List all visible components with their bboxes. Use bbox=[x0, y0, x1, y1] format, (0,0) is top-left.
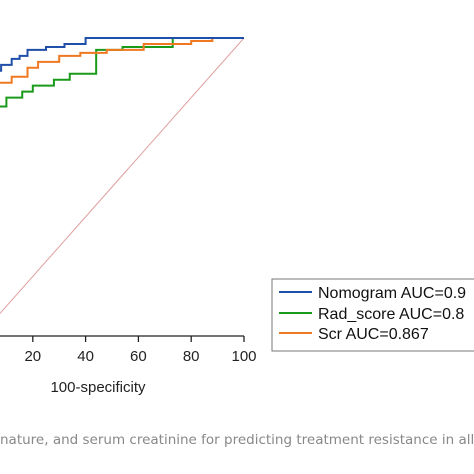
x-axis-title: 100-specificity bbox=[50, 379, 146, 396]
legend-box bbox=[271, 278, 474, 352]
figure-caption: nature, and serum creatinine for predict… bbox=[0, 432, 474, 448]
x-tick-label-40: 40 bbox=[77, 348, 94, 365]
legend-label-scr: Scr AUC=0.867 bbox=[318, 326, 429, 343]
reference-diagonal bbox=[0, 37, 245, 315]
x-tick-label-100: 100 bbox=[231, 348, 256, 365]
x-axis-ticks: 20 40 60 80 100 bbox=[24, 336, 257, 365]
legend: Nomogram AUC=0.9 Rad_score AUC=0.8 Scr A… bbox=[271, 278, 474, 352]
roc-curve-rad-score bbox=[0, 37, 244, 108]
x-tick-label-60: 60 bbox=[130, 348, 147, 365]
roc-curve-nomogram bbox=[0, 37, 244, 72]
x-tick-label-20: 20 bbox=[24, 348, 41, 365]
legend-label-rad-score: Rad_score AUC=0.8 bbox=[318, 306, 464, 323]
x-tick-label-80: 80 bbox=[183, 348, 200, 365]
roc-curve-scr bbox=[0, 37, 244, 84]
legend-label-nomogram: Nomogram AUC=0.9 bbox=[318, 285, 466, 302]
